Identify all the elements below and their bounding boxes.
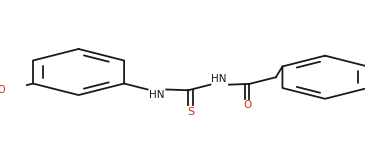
Text: HN: HN: [212, 74, 227, 84]
Text: HN: HN: [149, 90, 165, 100]
Text: O: O: [243, 100, 251, 110]
Text: S: S: [187, 107, 194, 117]
Text: O: O: [0, 85, 5, 95]
